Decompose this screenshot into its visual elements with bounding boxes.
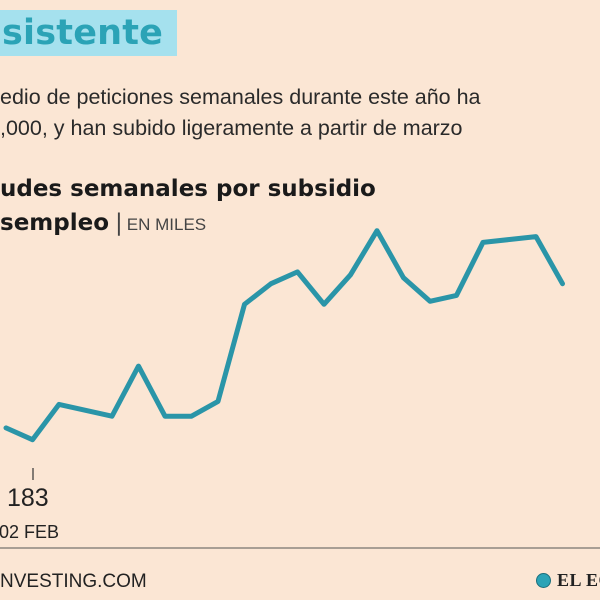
- annotation-value: 183: [7, 484, 49, 512]
- data-point: [242, 302, 247, 307]
- intro-text: edio de peticiones semanales durante est…: [0, 82, 600, 144]
- data-point: [507, 237, 512, 242]
- headline-banner: sistente: [0, 10, 178, 56]
- brand-name: EL EC: [557, 570, 600, 590]
- data-points: [4, 228, 565, 442]
- data-point: [454, 293, 459, 298]
- data-point: [163, 414, 167, 419]
- data-point: [4, 425, 8, 430]
- data-point: [348, 272, 353, 277]
- chart-title-separator: |: [115, 210, 123, 236]
- data-point: [30, 437, 35, 442]
- data-point: [401, 275, 406, 280]
- chart-title-line-2-text: sempleo: [0, 210, 110, 236]
- data-point: [269, 281, 273, 286]
- globe-icon: [536, 573, 551, 588]
- data-point: [375, 228, 379, 233]
- chart-title-line-2: sempleo | EN MILES: [0, 206, 376, 242]
- data-point: [560, 281, 565, 286]
- brand-logo: EL EC: [536, 570, 600, 591]
- data-point: [428, 299, 432, 304]
- data-point: [216, 399, 220, 404]
- chart-unit: EN MILES: [126, 215, 207, 234]
- series-line: [3, 228, 565, 443]
- data-point: [322, 302, 326, 307]
- data-point: [481, 240, 485, 245]
- data-point: [189, 414, 194, 419]
- data-point: [83, 408, 88, 413]
- headline-title: sistente: [2, 13, 164, 53]
- chart-title: udes semanales por subsidio sempleo | EN M…: [0, 172, 376, 242]
- data-point: [295, 269, 300, 274]
- annotation-date: 02 FEB: [0, 522, 59, 542]
- data-point: [534, 234, 538, 239]
- intro-line-1: edio de peticiones semanales durante est…: [0, 85, 481, 109]
- data-point: [110, 414, 114, 419]
- data-point: [136, 364, 141, 369]
- data-point: [57, 402, 61, 407]
- source-credit: NVESTING.COM: [0, 571, 147, 592]
- chart-title-line-1: udes semanales por subsidio: [0, 176, 376, 202]
- intro-line-2: ,000, y han subido ligeramente a partir …: [0, 116, 463, 140]
